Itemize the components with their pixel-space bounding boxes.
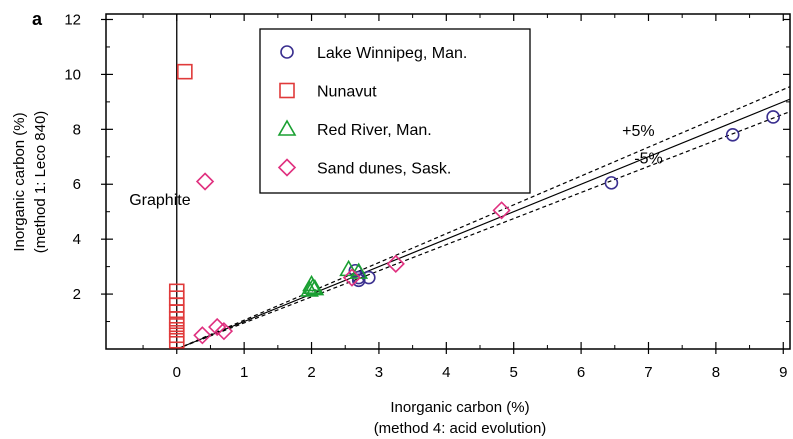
x-axis-ticks: 0 1 2 3 4 5 6 7 8 9 [142,14,787,381]
y-tick-label: 8 [73,121,81,138]
legend-marker-diamond-icon [277,158,297,177]
reference-lines [176,86,791,350]
y-axis-label-secondary: (method 1: Leco 840) [32,111,49,254]
annotation-label: Graphite [129,192,190,209]
annotation-label: -5% [634,151,662,168]
y-tick-label: 4 [73,231,81,248]
point-red-river-man [302,274,321,292]
legend-label: Sand dunes, Sask. [317,161,451,178]
point-red-river-man [339,259,358,277]
panel-label: a [32,9,43,29]
point-lake-winnipeg-man [348,263,363,278]
point-lake-winnipeg-man [351,273,366,288]
x-tick-label: 9 [779,364,787,381]
data-points [168,63,780,349]
x-tick-label: 1 [240,364,248,381]
plot-frame [105,13,791,350]
point-sand-dunes-sask [492,201,511,220]
y-tick-label: 10 [64,66,81,83]
annotation-label: +5% [622,123,654,140]
x-tick-label: 0 [173,364,181,381]
y-tick-label: 12 [64,11,81,28]
y-tick-label: 6 [73,176,81,193]
point-sand-dunes-sask [195,172,215,191]
point-lake-winnipeg-man [725,128,740,142]
x-tick-label: 3 [375,364,383,381]
point-nunavut [177,63,193,80]
legend: Lake Winnipeg, Man. Nunavut Red River, Man… [259,28,531,194]
annotations: Graphite +5% -5% [129,123,662,209]
y-tick-label: 2 [73,286,81,303]
tolerance-line-1 [176,86,791,350]
x-tick-label: 4 [442,364,450,381]
point-sand-dunes-sask [342,268,362,287]
x-axis-label: Inorganic carbon (%) [390,399,529,416]
x-tick-label: 2 [307,364,315,381]
point-nunavut [168,332,185,349]
point-sand-dunes-sask [214,322,234,341]
legend-marker-square-icon [279,82,295,99]
legend-marker-triangle-icon [277,119,297,136]
legend-box [259,28,531,194]
point-red-river-man [300,280,319,297]
point-sand-dunes-sask [386,254,405,274]
y-axis-ticks: 2 4 6 8 10 12 [64,11,790,323]
point-lake-winnipeg-man [766,110,780,124]
legend-marker-circle-icon [280,45,294,59]
x-tick-label: 7 [644,364,652,381]
x-tick-label: 5 [510,364,518,381]
one-to-one-line [176,98,791,350]
x-tick-label: 8 [712,364,720,381]
legend-label: Lake Winnipeg, Man. [317,45,467,62]
tolerance-line-2 [176,111,791,350]
legend-label: Red River, Man. [317,122,432,139]
y-axis-label: Inorganic carbon (%) [11,112,28,251]
point-sand-dunes-sask [193,326,212,345]
point-red-river-man [305,278,325,296]
legend-label: Nunavut [317,84,377,101]
x-tick-label: 6 [577,364,585,381]
x-axis-label-secondary: (method 4: acid evolution) [374,420,547,437]
point-lake-winnipeg-man [604,176,619,190]
